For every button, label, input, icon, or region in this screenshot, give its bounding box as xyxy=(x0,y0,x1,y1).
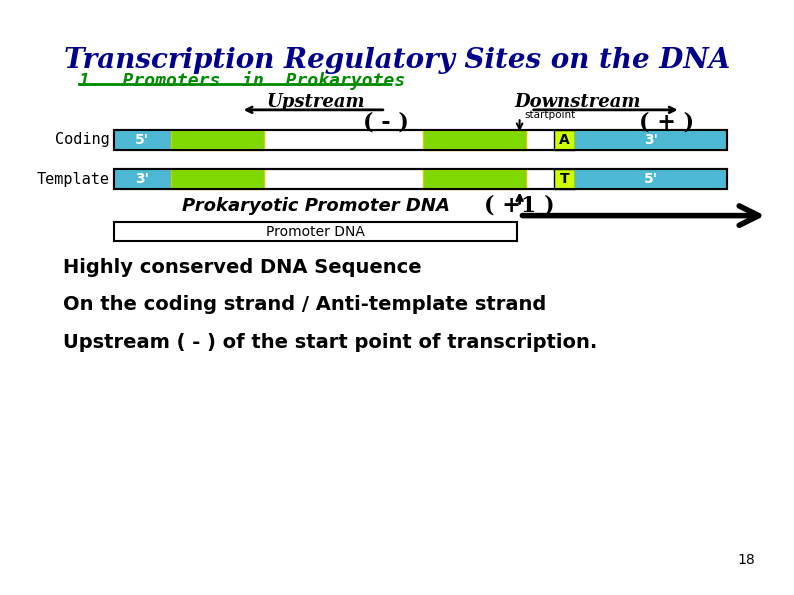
Bar xyxy=(171,130,264,150)
Bar xyxy=(554,169,575,189)
Text: 5': 5' xyxy=(644,172,658,186)
Text: A: A xyxy=(559,133,570,147)
Text: ( + ): ( + ) xyxy=(639,112,694,134)
Bar xyxy=(423,130,526,150)
Text: Coding: Coding xyxy=(55,132,110,148)
Bar xyxy=(114,169,727,189)
Text: 3': 3' xyxy=(644,133,658,147)
Text: startpoint: startpoint xyxy=(524,110,576,120)
Bar xyxy=(114,169,727,189)
Text: T: T xyxy=(560,172,569,186)
Bar xyxy=(114,130,171,150)
Text: Template: Template xyxy=(37,171,110,187)
Text: Promoter DNA: Promoter DNA xyxy=(266,224,365,239)
Bar xyxy=(554,130,575,150)
Text: Highly conserved DNA Sequence: Highly conserved DNA Sequence xyxy=(63,258,422,277)
Bar xyxy=(575,130,727,150)
Text: 18: 18 xyxy=(738,553,755,566)
Text: Upstream ( - ) of the start point of transcription.: Upstream ( - ) of the start point of tra… xyxy=(63,333,597,352)
Bar xyxy=(171,169,264,189)
Text: 3': 3' xyxy=(136,172,149,186)
Text: Upstream: Upstream xyxy=(266,93,364,111)
Text: On the coding strand / Anti-template strand: On the coding strand / Anti-template str… xyxy=(63,295,546,314)
Text: Prokaryotic Promoter DNA: Prokaryotic Promoter DNA xyxy=(182,197,449,215)
Text: ( - ): ( - ) xyxy=(363,112,409,134)
Text: Downstream: Downstream xyxy=(515,93,641,111)
Text: 1.  Promoters  in  Prokaryotes: 1. Promoters in Prokaryotes xyxy=(79,71,405,89)
Text: Transcription Regulatory Sites on the DNA: Transcription Regulatory Sites on the DN… xyxy=(64,47,730,74)
Bar xyxy=(114,169,171,189)
Bar xyxy=(114,130,727,150)
Text: 5': 5' xyxy=(135,133,149,147)
Text: ( +1 ): ( +1 ) xyxy=(484,194,555,216)
Bar xyxy=(575,169,727,189)
Bar xyxy=(114,130,727,150)
Bar xyxy=(423,169,526,189)
